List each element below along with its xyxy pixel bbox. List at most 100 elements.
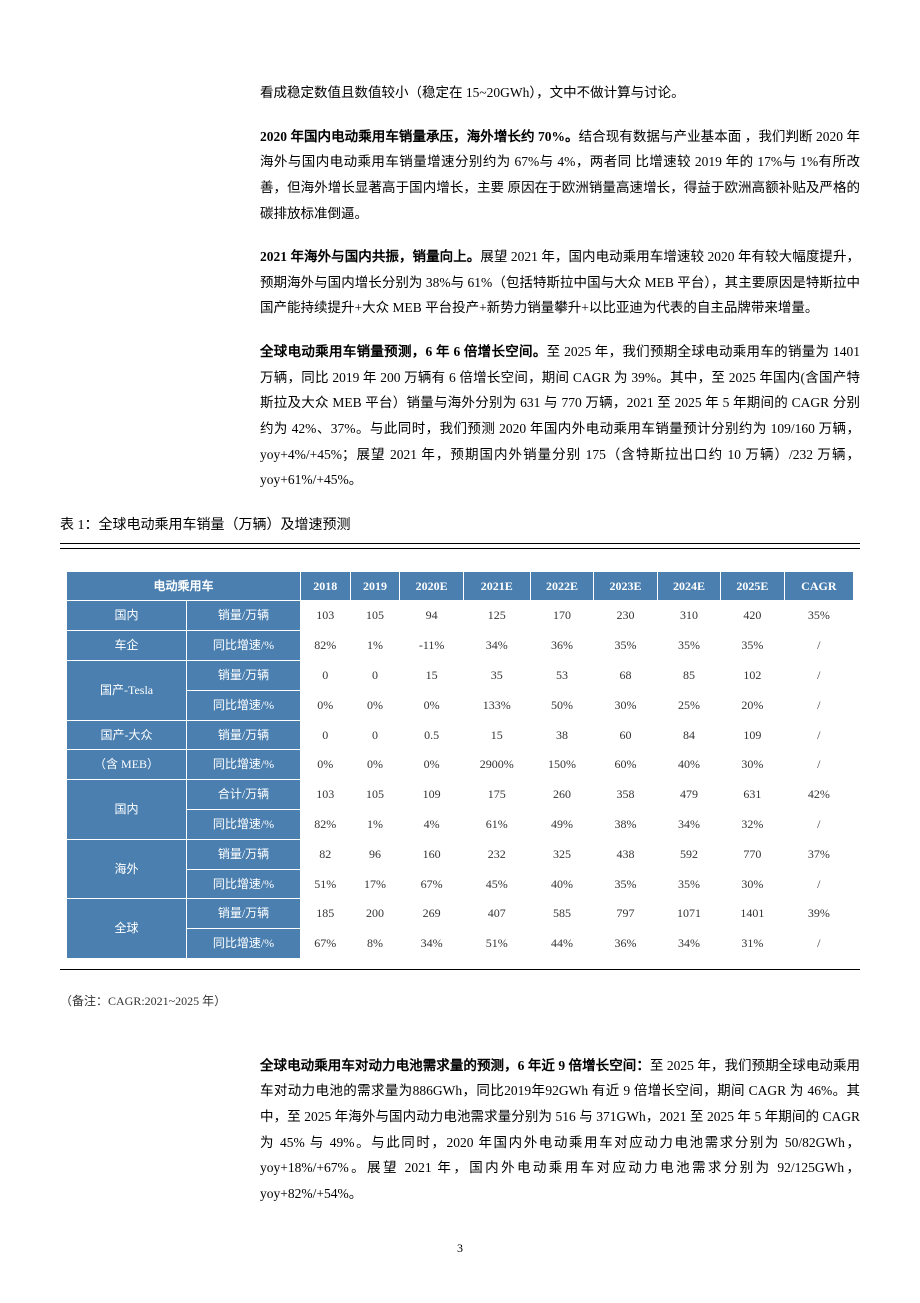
table-cell: 15 [463,720,530,750]
table-1-wrap: 电动乘用车201820192020E2021E2022E2023E2024E20… [60,548,860,970]
table-cell: 84 [657,720,720,750]
row-metric-label: 销量/万辆 [187,720,301,750]
row-group-label: 国内 [67,780,187,840]
table-cell: 49% [530,809,593,839]
table-cell: 96 [350,839,400,869]
para1-bold: 2020 年国内电动乘用车销量承压，海外增长约 70%。 [260,129,579,144]
table-cell: 0% [400,750,463,780]
table-header-cell: 2024E [657,571,720,601]
para3-text: 至 2025 年，我们预期全球电动乘用车的销量为 1401 万辆，同比 2019… [260,344,860,487]
row-metric-label: 同比增速/% [187,690,301,720]
row-metric-label: 同比增速/% [187,750,301,780]
table-row: 国内销量/万辆1031059412517023031042035% [67,601,854,631]
table-row: 车企同比增速/%82%1%-11%34%36%35%35%35%/ [67,631,854,661]
table-cell: 1401 [721,899,784,929]
table-header-cell: 2023E [594,571,657,601]
row-metric-label: 合计/万辆 [187,780,301,810]
row-group-label: 国产-Tesla [67,660,187,720]
table-1: 电动乘用车201820192020E2021E2022E2023E2024E20… [66,571,854,959]
table-cell: 0 [300,720,350,750]
paragraph-2: 2021 年海外与国内共振，销量向上。展望 2021 年，国内电动乘用车增速较 … [260,244,860,321]
table-cell: 109 [721,720,784,750]
paragraph-0: 看成稳定数值且数值较小（稳定在 15~20GWh），文中不做计算与讨论。 [260,80,860,106]
table-cell: / [784,869,853,899]
table-row: 全球销量/万辆1852002694075857971071140139% [67,899,854,929]
table-cell: 358 [594,780,657,810]
table-cell: 25% [657,690,720,720]
table-cell: 53 [530,660,593,690]
table-cell: 1071 [657,899,720,929]
table-cell: 105 [350,780,400,810]
table-cell: 109 [400,780,463,810]
table-cell: 185 [300,899,350,929]
paragraph-3: 全球电动乘用车销量预测，6 年 6 倍增长空间。至 2025 年，我们预期全球电… [260,339,860,493]
table-cell: 60 [594,720,657,750]
table-cell: 38% [594,809,657,839]
table-1-title: 表 1：全球电动乘用车销量（万辆）及增速预测 [60,513,860,544]
table-cell: 20% [721,690,784,720]
table-row: 海外销量/万辆829616023232543859277037% [67,839,854,869]
table-cell: 479 [657,780,720,810]
table-cell: 44% [530,929,593,959]
table-cell: 61% [463,809,530,839]
table-cell: 67% [400,869,463,899]
table-note: （备注：CAGR:2021~2025 年） [60,984,860,1013]
table-cell: 0% [400,690,463,720]
table-cell: 82% [300,631,350,661]
table-cell: 36% [530,631,593,661]
table-cell: 269 [400,899,463,929]
table-cell: / [784,750,853,780]
table-cell: 38 [530,720,593,750]
table-cell: 200 [350,899,400,929]
para3-bold: 全球电动乘用车销量预测，6 年 6 倍增长空间。 [260,344,547,359]
table-cell: 30% [594,690,657,720]
table-cell: 15 [400,660,463,690]
table-cell: 1% [350,631,400,661]
table-head: 电动乘用车201820192020E2021E2022E2023E2024E20… [67,571,854,601]
table-cell: 0% [300,690,350,720]
table-cell: 34% [400,929,463,959]
table-cell: 34% [657,929,720,959]
table-cell: 50% [530,690,593,720]
row-metric-label: 销量/万辆 [187,839,301,869]
table-cell: 797 [594,899,657,929]
table-cell: 35% [784,601,853,631]
table-cell: 0% [350,750,400,780]
table-cell: 34% [657,809,720,839]
table-cell: 102 [721,660,784,690]
table-cell: 160 [400,839,463,869]
table-cell: 0 [300,660,350,690]
table-cell: 35% [657,869,720,899]
table-cell: 35% [594,869,657,899]
table-cell: 35% [657,631,720,661]
table-cell: 105 [350,601,400,631]
table-cell: 8% [350,929,400,959]
table-row: 国产-Tesla销量/万辆001535536885102/ [67,660,854,690]
table-row: （含 MEB）同比增速/%0%0%0%2900%150%60%40%30%/ [67,750,854,780]
row-metric-label: 同比增速/% [187,869,301,899]
table-cell: 34% [463,631,530,661]
table-header-cell: CAGR [784,571,853,601]
table-cell: 103 [300,601,350,631]
table-header-cell: 2025E [721,571,784,601]
table-cell: 94 [400,601,463,631]
table-cell: / [784,660,853,690]
table-cell: 82% [300,809,350,839]
table-cell: 36% [594,929,657,959]
table-row: 国内合计/万辆10310510917526035847963142% [67,780,854,810]
page-number: 3 [60,1237,860,1260]
table-cell: 0 [350,720,400,750]
table-cell: / [784,929,853,959]
table-cell: 325 [530,839,593,869]
table-cell: 4% [400,809,463,839]
table-cell: 82 [300,839,350,869]
table-cell: 420 [721,601,784,631]
table-cell: / [784,720,853,750]
table-cell: 1% [350,809,400,839]
table-header-cell: 2021E [463,571,530,601]
paragraph-4: 全球电动乘用车对动力电池需求量的预测，6 年近 9 倍增长空间：至 2025 年… [260,1053,860,1207]
table-cell: 85 [657,660,720,690]
row-metric-label: 销量/万辆 [187,899,301,929]
table-cell: 37% [784,839,853,869]
table-cell: 67% [300,929,350,959]
